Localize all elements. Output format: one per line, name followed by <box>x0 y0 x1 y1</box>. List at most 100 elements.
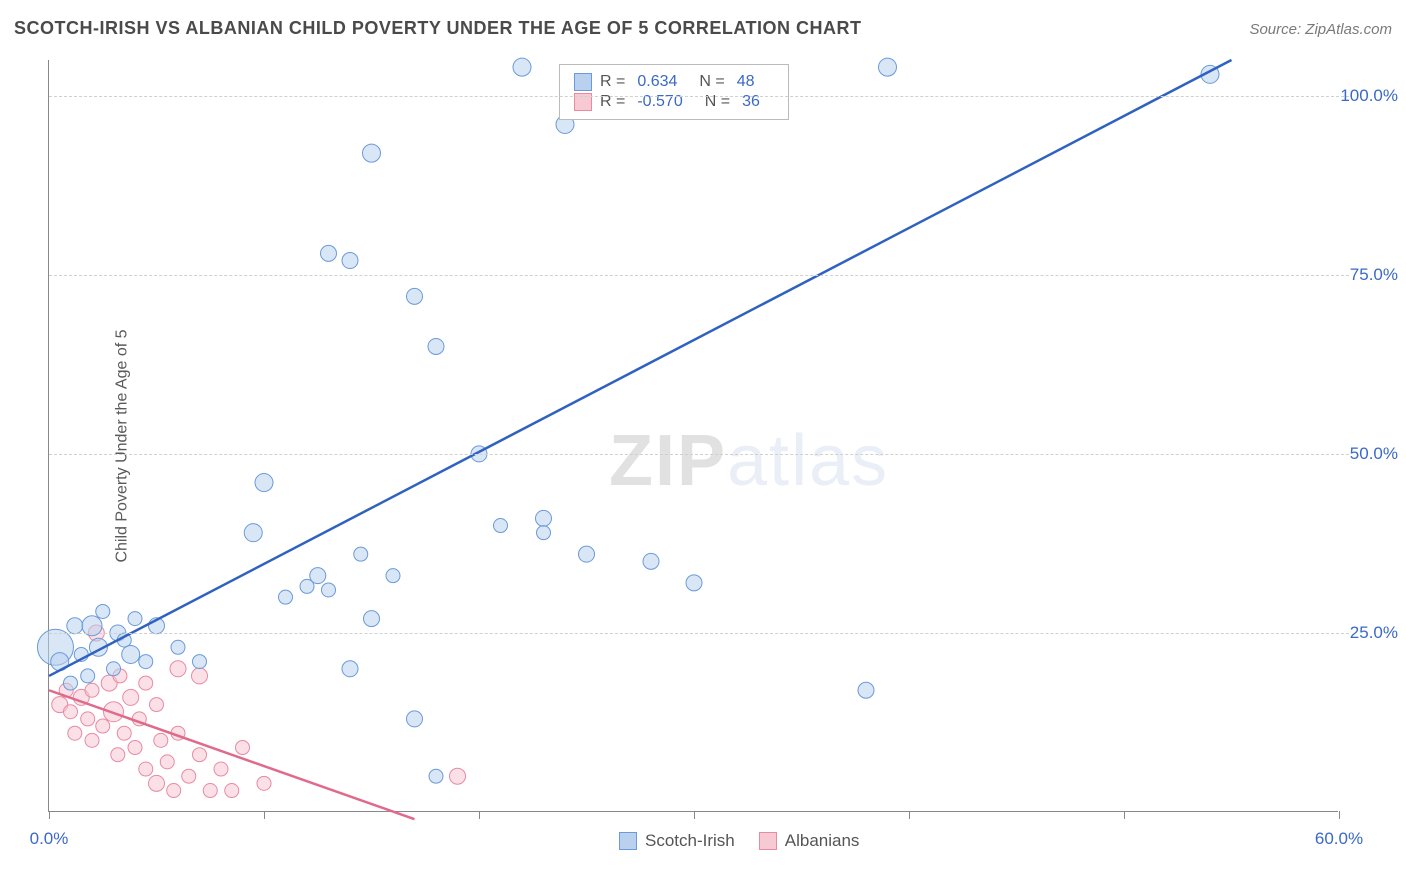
stats-legend: R =0.634N =48R =-0.570N =36 <box>559 64 789 120</box>
x-tick-label: 0.0% <box>30 829 69 849</box>
legend-swatch <box>759 832 777 850</box>
data-point <box>160 755 174 769</box>
gridline <box>49 275 1349 276</box>
data-point <box>322 583 336 597</box>
legend-item: Scotch-Irish <box>619 831 735 851</box>
gridline <box>49 633 1349 634</box>
data-point <box>81 712 95 726</box>
data-point <box>450 768 466 784</box>
data-point <box>96 719 110 733</box>
data-point <box>128 612 142 626</box>
data-point <box>170 661 186 677</box>
data-point <box>225 784 239 798</box>
r-value: 0.634 <box>637 73 677 91</box>
data-point <box>96 604 110 618</box>
data-point <box>122 645 140 663</box>
x-tick <box>264 811 265 819</box>
data-point <box>342 253 358 269</box>
data-point <box>171 640 185 654</box>
x-tick <box>479 811 480 819</box>
regression-line <box>49 60 1232 676</box>
series-legend: Scotch-Irish Albanians <box>619 831 859 851</box>
data-point <box>310 568 326 584</box>
y-tick-label: 100.0% <box>1340 86 1398 106</box>
data-point <box>244 524 262 542</box>
r-label: R = <box>600 73 625 91</box>
data-point <box>255 474 273 492</box>
watermark-part1: ZIP <box>609 421 727 501</box>
gridline <box>49 454 1349 455</box>
data-point <box>407 288 423 304</box>
x-tick <box>694 811 695 819</box>
data-point <box>182 769 196 783</box>
data-point <box>128 741 142 755</box>
data-point <box>192 668 208 684</box>
legend-swatch <box>619 832 637 850</box>
data-point <box>236 741 250 755</box>
data-point <box>537 526 551 540</box>
data-point <box>363 144 381 162</box>
x-tick <box>909 811 910 819</box>
data-point <box>536 510 552 526</box>
data-point <box>139 762 153 776</box>
data-point <box>64 676 78 690</box>
data-point <box>139 676 153 690</box>
data-point <box>879 58 897 76</box>
watermark: ZIPatlas <box>609 420 889 502</box>
n-value: 48 <box>737 73 755 91</box>
legend-label: Albanians <box>785 831 860 851</box>
n-label: N = <box>699 73 724 91</box>
plot-area: ZIPatlas R =0.634N =48R =-0.570N =36 Sco… <box>48 60 1338 812</box>
data-point <box>321 245 337 261</box>
data-point <box>203 784 217 798</box>
data-point <box>193 655 207 669</box>
data-point <box>407 711 423 727</box>
data-point <box>117 726 131 740</box>
data-point <box>64 705 78 719</box>
data-point <box>85 683 99 697</box>
data-point <box>167 784 181 798</box>
y-tick-label: 50.0% <box>1350 444 1398 464</box>
data-point <box>154 733 168 747</box>
chart-header: SCOTCH-IRISH VS ALBANIAN CHILD POVERTY U… <box>14 18 1392 39</box>
chart-title: SCOTCH-IRISH VS ALBANIAN CHILD POVERTY U… <box>14 18 862 39</box>
gridline <box>49 96 1349 97</box>
data-point <box>68 726 82 740</box>
data-point <box>214 762 228 776</box>
data-point <box>364 611 380 627</box>
data-point <box>342 661 358 677</box>
data-point <box>123 689 139 705</box>
legend-swatch <box>574 73 592 91</box>
data-point <box>149 775 165 791</box>
data-point <box>686 575 702 591</box>
data-point <box>81 669 95 683</box>
data-point <box>429 769 443 783</box>
data-point <box>279 590 293 604</box>
data-point <box>150 698 164 712</box>
data-point <box>111 748 125 762</box>
data-point <box>354 547 368 561</box>
legend-label: Scotch-Irish <box>645 831 735 851</box>
x-tick-label: 60.0% <box>1315 829 1363 849</box>
data-point <box>386 569 400 583</box>
data-point <box>494 519 508 533</box>
data-point <box>193 748 207 762</box>
y-tick-label: 75.0% <box>1350 265 1398 285</box>
data-point <box>67 618 83 634</box>
data-point <box>107 662 121 676</box>
x-tick <box>1124 811 1125 819</box>
chart-source: Source: ZipAtlas.com <box>1249 21 1392 38</box>
data-point <box>858 682 874 698</box>
x-tick <box>1339 811 1340 819</box>
stats-row: R = 0.634 N = 48 <box>574 73 774 91</box>
legend-item: Albanians <box>759 831 860 851</box>
x-tick <box>49 811 50 819</box>
data-point <box>579 546 595 562</box>
data-point <box>139 655 153 669</box>
data-point <box>257 776 271 790</box>
data-point <box>85 733 99 747</box>
data-point <box>428 338 444 354</box>
data-point <box>513 58 531 76</box>
y-tick-label: 25.0% <box>1350 623 1398 643</box>
watermark-part2: atlas <box>727 421 889 501</box>
